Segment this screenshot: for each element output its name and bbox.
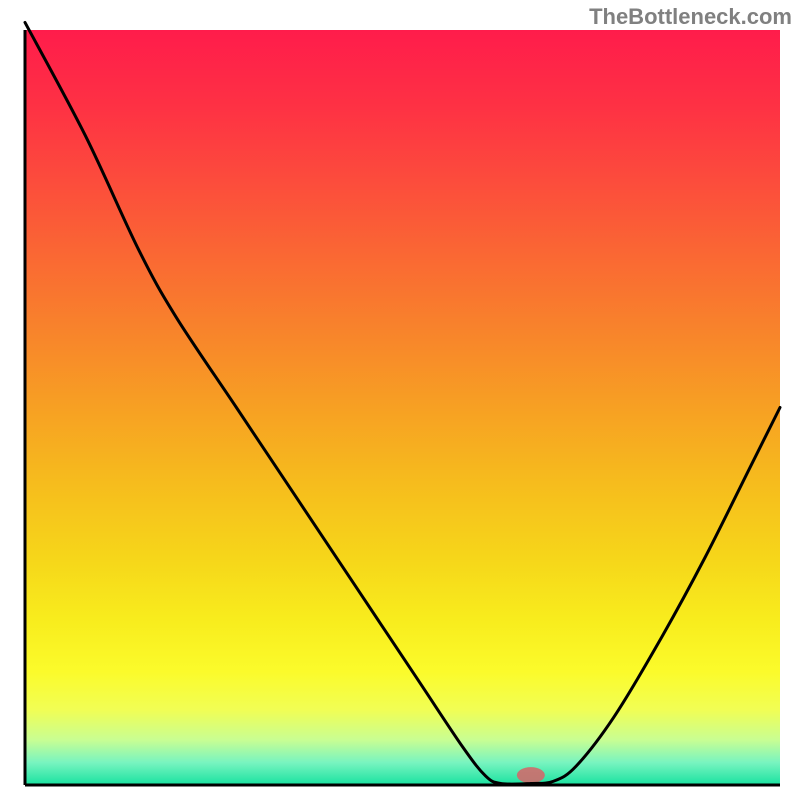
optimal-marker — [517, 767, 545, 783]
watermark-text: TheBottleneck.com — [589, 4, 792, 30]
gradient-background — [25, 30, 780, 785]
bottleneck-chart: TheBottleneck.com — [0, 0, 800, 800]
chart-svg — [0, 0, 800, 800]
